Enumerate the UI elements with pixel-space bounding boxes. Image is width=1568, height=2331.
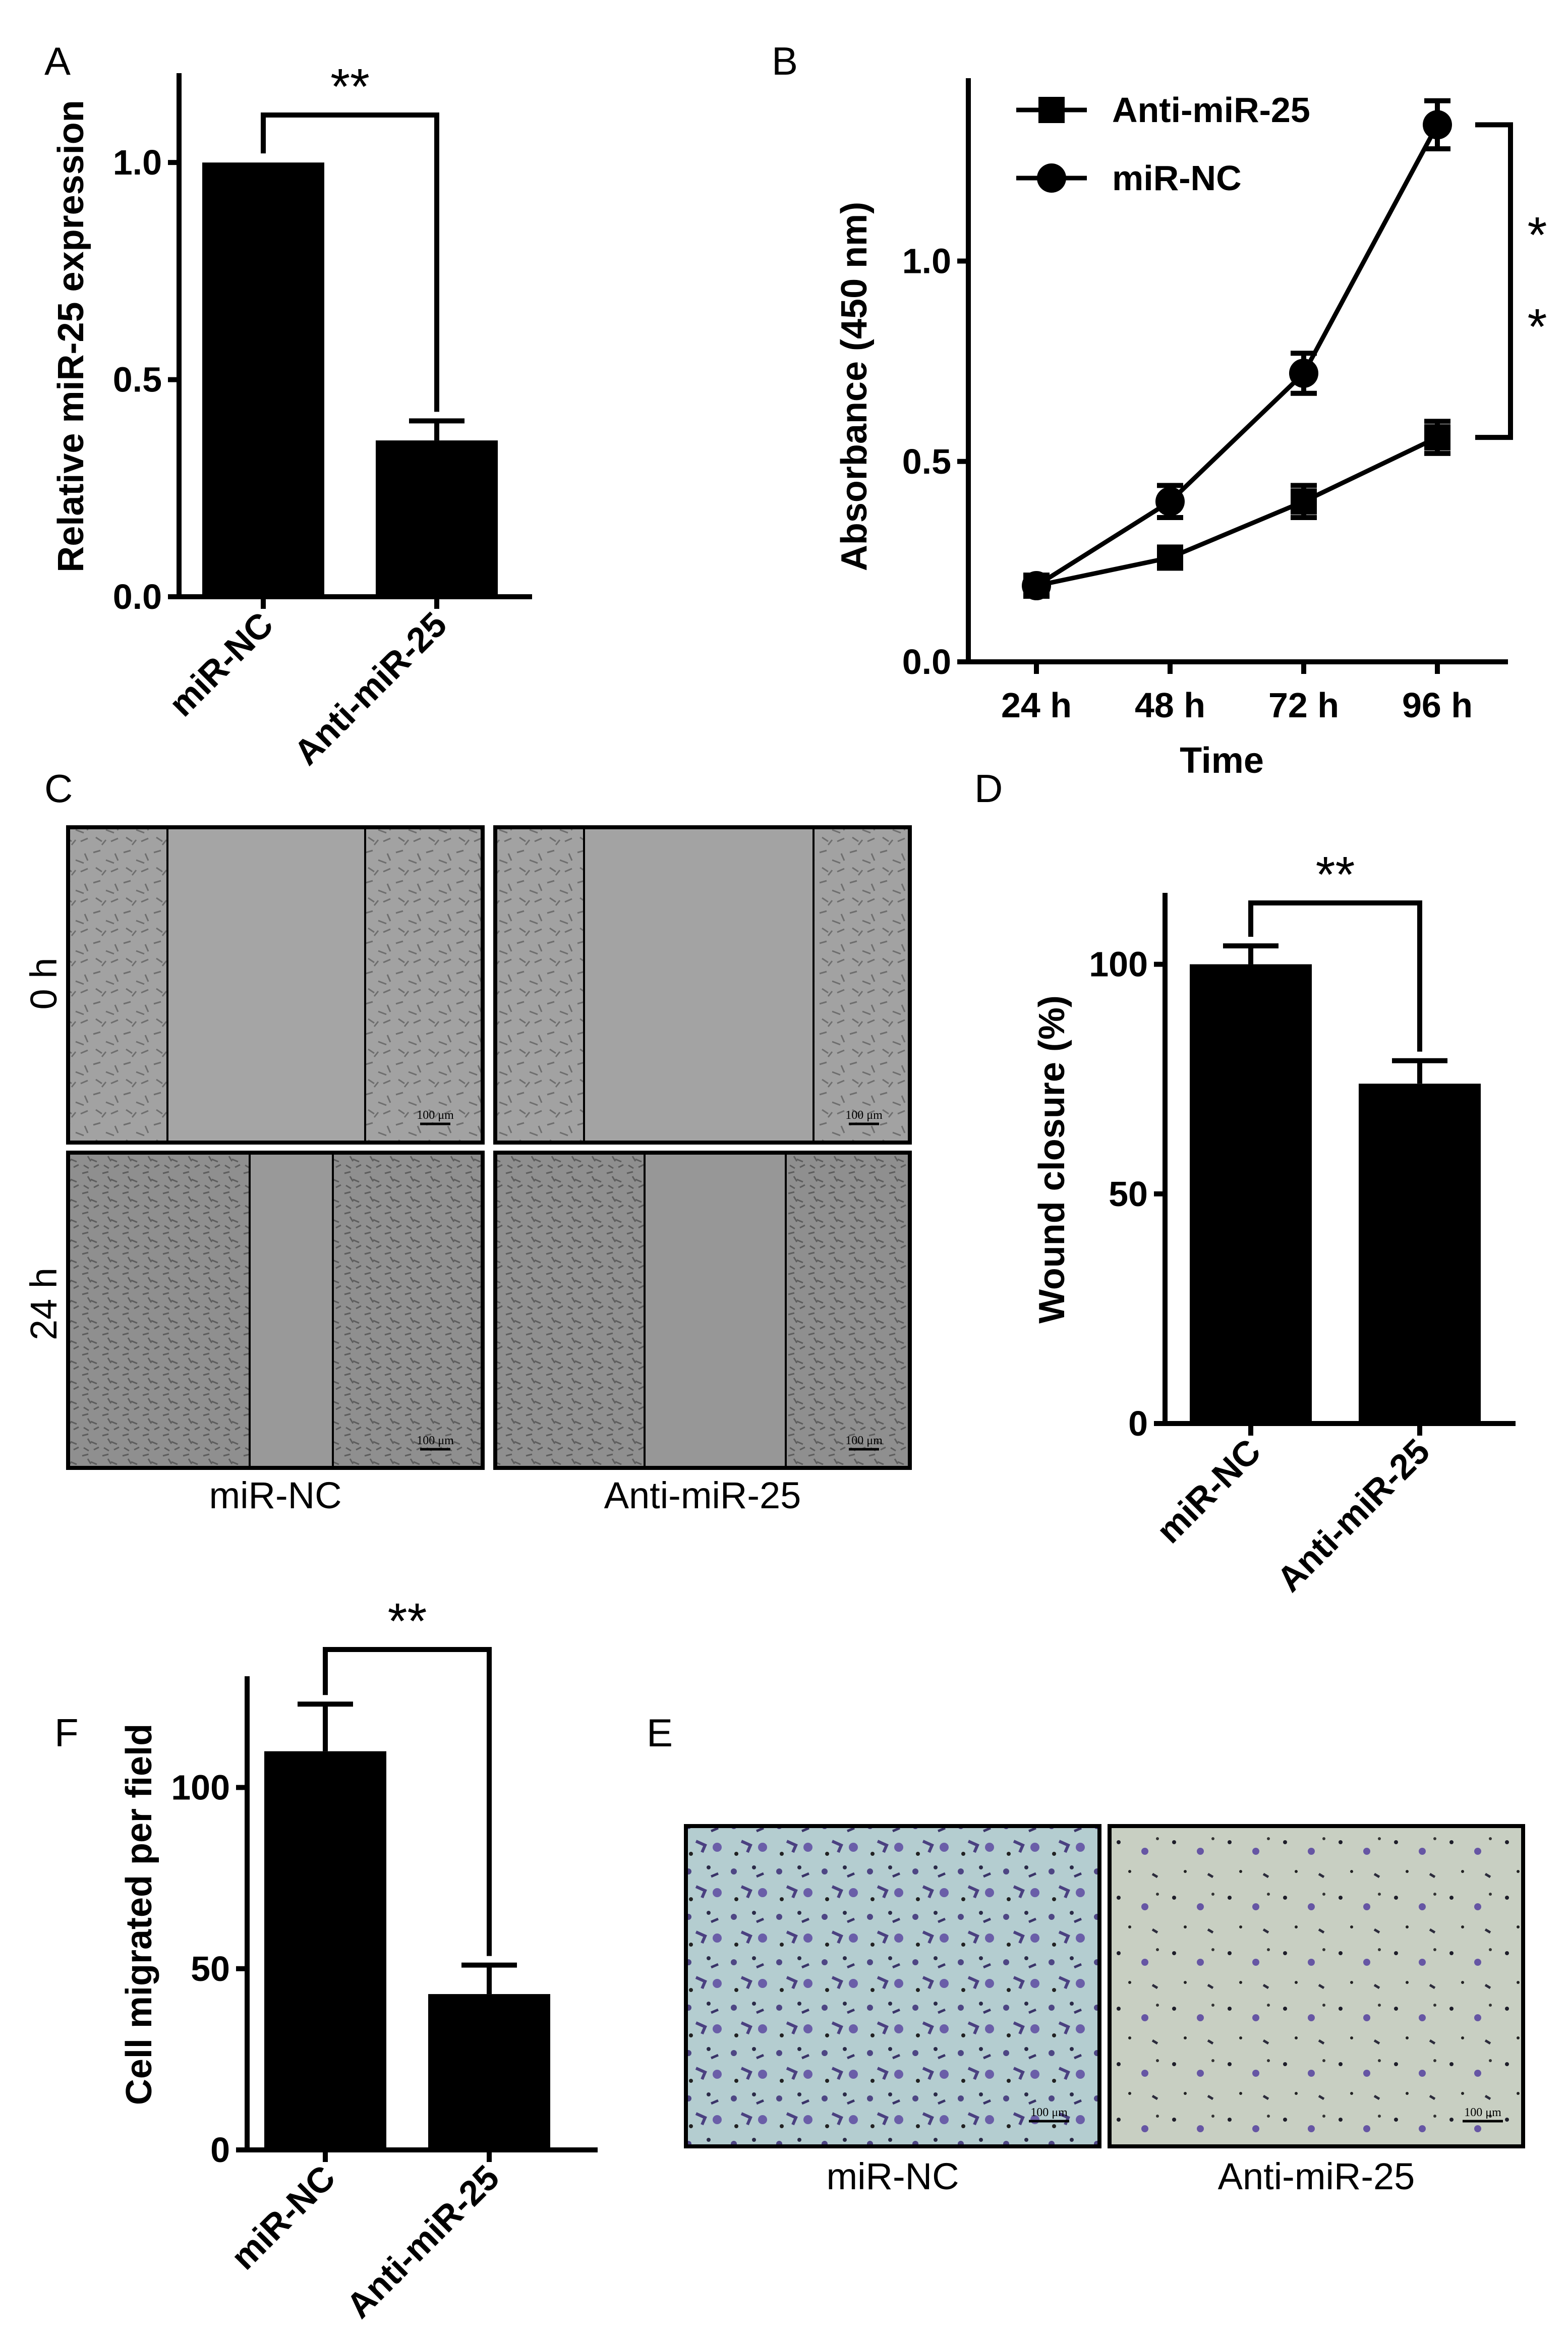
significance-label: ** (388, 1593, 427, 1650)
significance-label: * (1528, 207, 1547, 263)
scale-label: 100 μm (1030, 2106, 1068, 2119)
legend-label: Anti-miR-25 (1112, 90, 1310, 130)
panel-label-e: E (647, 1711, 673, 1755)
bar (428, 1994, 550, 2150)
y-axis-label: Absorbance (450 nm) (834, 202, 875, 571)
y-tick-label: 0.0 (113, 577, 162, 616)
transwell-image-anti: 100 μm (1108, 1824, 1525, 2148)
scale-label: 100 μm (1464, 2106, 1501, 2119)
y-axis-label: Cell migrated per field (119, 1724, 159, 2105)
x-tick-label: 48 h (1135, 686, 1205, 725)
legend: Anti-miR-25 miR-NC (1016, 90, 1310, 198)
data-point (1424, 424, 1450, 451)
significance-label: ** (330, 59, 370, 115)
y-tick-label: 0 (210, 2130, 230, 2170)
significance-bracket (323, 1647, 492, 1956)
bar (1359, 1084, 1481, 1424)
panel-label-f: F (54, 1711, 79, 1755)
x-tick-label: Anti-miR-25 (286, 604, 454, 772)
panel-label-a: A (44, 39, 71, 83)
bar (1190, 964, 1312, 1424)
x-axis-label: Time (1180, 741, 1264, 781)
panel-f: F 0 50 100 Cell migrated per field miR-NCAnt… (54, 1593, 598, 2325)
col-label-mirnc: miR-NC (826, 2155, 959, 2197)
panel-d: D 0 50 100 Wound closure (%) miR-NC Anti-miR-… (974, 766, 1516, 1599)
micrograph-anti-0h: 100 μm (493, 825, 912, 1145)
legend-marker (1037, 163, 1066, 193)
data-point (1289, 358, 1318, 388)
y-tick-label: 1.0 (113, 143, 162, 182)
x-tick-label: 96 h (1402, 686, 1473, 725)
bar (202, 162, 324, 597)
data-point (1157, 544, 1183, 571)
bar-chart-d: 0 50 100 Wound closure (%) miR-NC Anti-miR-25… (1032, 846, 1516, 1599)
scale-label: 100 μm (417, 1434, 454, 1447)
y-axis-label: Relative miR-25 expression (51, 100, 91, 572)
micrograph-mirnc-24h: 100 μm (66, 1151, 485, 1470)
panel-label-c: C (44, 766, 73, 811)
bar-chart-a: 0.0 0.5 1.0 Relative miR-25 expression miR-N… (51, 59, 532, 772)
x-tick-label: 72 h (1268, 686, 1339, 725)
x-tick-label: miR-NC (161, 604, 281, 724)
x-tick-label: miR-NC (223, 2157, 343, 2277)
line-chart-b: 0.0 0.5 1.0 24 h 48 h 72 h 96 h Time Absorbance … (834, 78, 1547, 781)
y-tick-label: 0.0 (902, 642, 951, 681)
significance-bracket (261, 112, 439, 412)
micrograph-mirnc-0h: 100 μm (66, 825, 485, 1145)
y-tick-label: 0 (1128, 1404, 1148, 1443)
panel-label-d: D (974, 766, 1003, 811)
scale-label: 100 μm (845, 1109, 883, 1122)
y-tick-label: 50 (191, 1949, 230, 1988)
col-label-anti: Anti-miR-25 (1218, 2155, 1415, 2197)
significance-label: ** (1316, 846, 1355, 903)
panel-b: B 0.0 0.5 1.0 24 h 48 h 72 h 96 h Time Absorbanc… (772, 39, 1547, 781)
y-tick-label: 50 (1109, 1174, 1148, 1214)
bar (264, 1751, 386, 2150)
y-tick-label: 0.5 (902, 442, 951, 481)
bar (376, 440, 498, 597)
row-label-24h: 24 h (23, 1268, 65, 1340)
panel-e: E 100 μm 100 μm miR-NC Anti-miR-25 (647, 1711, 1525, 2197)
row-label-0h: 0 h (23, 958, 65, 1010)
x-tick-label: miR-NC (1149, 1431, 1268, 1551)
y-tick-label: 100 (1089, 945, 1148, 984)
data-point (1291, 488, 1317, 515)
legend-marker (1038, 97, 1065, 123)
y-tick-label: 100 (171, 1768, 230, 1807)
y-tick-label: 0.5 (113, 360, 162, 400)
col-label-mirnc: miR-NC (209, 1474, 341, 1516)
scale-label: 100 μm (845, 1434, 883, 1447)
panel-c: C 0 h 24 h 100 μm 100 μm (23, 766, 912, 1516)
panel-label-b: B (772, 39, 798, 83)
data-point (1155, 487, 1185, 517)
significance-label: * (1528, 299, 1547, 355)
x-tick-label: Anti-miR-25 (1269, 1431, 1437, 1599)
col-label-anti: Anti-miR-25 (604, 1474, 801, 1516)
series-line (1036, 435, 1438, 588)
panel-a: A 0.0 0.5 1.0 Relative miR-25 expression miR… (44, 39, 532, 772)
micrograph-anti-24h: 100 μm (493, 1151, 912, 1470)
y-axis-label: Wound closure (%) (1032, 995, 1072, 1324)
data-point (1423, 110, 1452, 140)
significance-bracket (1248, 900, 1422, 1052)
x-tick-label: 24 h (1001, 686, 1072, 725)
x-tick-label: Anti-miR-25 (339, 2157, 507, 2325)
scale-label: 100 μm (417, 1109, 454, 1122)
significance-bracket (1475, 122, 1513, 440)
legend-label: miR-NC (1112, 158, 1242, 198)
bar-chart-f: 0 50 100 Cell migrated per field miR-NCAnti-… (119, 1593, 598, 2325)
transwell-image-mirnc: 100 μm (684, 1824, 1101, 2148)
data-point (1022, 571, 1051, 601)
y-tick-label: 1.0 (902, 242, 951, 281)
series-line (1035, 124, 1439, 588)
